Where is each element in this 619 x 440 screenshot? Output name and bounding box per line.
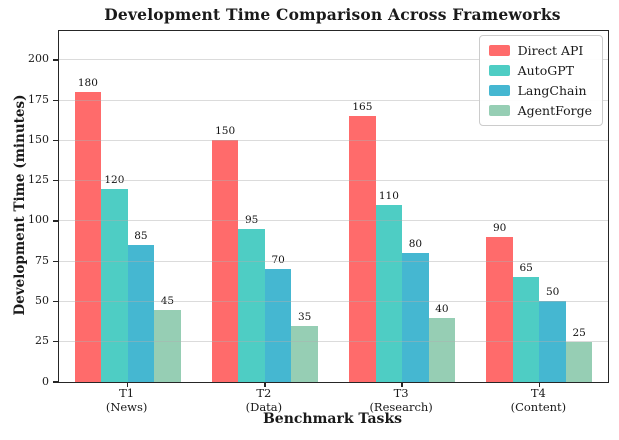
gridline — [59, 220, 608, 222]
legend-swatch-icon — [488, 45, 510, 56]
gridline — [59, 180, 608, 182]
bar-direct-api-t3 — [349, 116, 376, 382]
x-tick-mark — [538, 382, 541, 387]
bar-agentforge-t4 — [565, 341, 593, 382]
x-tick-label-line1: T1 — [119, 386, 135, 400]
x-tick-label-t2: T2 (Data) — [194, 386, 334, 415]
y-tick-label: 0 — [42, 374, 49, 388]
y-tick-mark — [52, 139, 58, 142]
y-tick-label: 125 — [28, 173, 49, 187]
legend-item-agentforge: AgentForge — [488, 103, 592, 118]
legend-item-langchain: LangChain — [488, 83, 592, 98]
gridline — [59, 139, 608, 141]
bar-direct-api-t2 — [211, 140, 239, 382]
bar-value-label: 35 — [297, 310, 312, 323]
bar-direct-api-t4 — [486, 237, 513, 382]
x-tick-label-line2: (News) — [105, 400, 148, 415]
bar-value-label: 90 — [492, 222, 507, 235]
y-tick-mark — [52, 99, 58, 101]
bar-agentforge-t2 — [291, 325, 318, 382]
bar-autogpt-t2 — [238, 229, 265, 382]
legend-item-autogpt: AutoGPT — [488, 63, 592, 78]
bar-langchain-t3 — [402, 253, 429, 382]
bar-direct-api-t1 — [74, 92, 102, 382]
bar-value-label: 50 — [545, 286, 560, 299]
bar-agentforge-t1 — [154, 309, 181, 382]
bar-langchain-t1 — [127, 245, 155, 382]
legend-label: LangChain — [517, 83, 587, 98]
bar-langchain-t4 — [539, 301, 566, 382]
bar-value-label: 120 — [104, 173, 125, 186]
bar-agentforge-t3 — [428, 317, 456, 382]
bar-value-label: 110 — [378, 189, 399, 202]
y-tick-mark — [52, 59, 58, 61]
y-tick-mark — [52, 220, 58, 222]
bar-value-label: 95 — [244, 214, 259, 227]
legend-item-direct-api: Direct API — [488, 43, 592, 58]
bar-value-label: 165 — [352, 101, 373, 114]
bar-value-label: 180 — [77, 77, 98, 90]
legend-label: Direct API — [517, 43, 584, 58]
y-tick-mark — [52, 381, 58, 383]
bar-value-label: 25 — [572, 326, 586, 339]
x-tick-mark — [126, 382, 129, 387]
x-tick-label-line1: T2 — [256, 386, 272, 400]
y-tick-label: 75 — [35, 253, 49, 267]
x-tick-label-line2: (Research) — [369, 400, 433, 415]
x-tick-mark — [401, 382, 403, 387]
y-tick-mark — [52, 180, 58, 182]
plot-area: 180 120 85 45 150 95 70 35 165 110 80 40 90 65 50 25 Dir… — [52, 30, 609, 387]
legend-label: AutoGPT — [517, 63, 574, 78]
y-axis-label: Development Time (minutes) — [12, 94, 28, 316]
y-tick-mark — [52, 260, 58, 262]
x-tick-label-t4: T4 (Content) — [468, 386, 608, 415]
bar-langchain-t2 — [264, 269, 292, 382]
legend-swatch-icon — [488, 85, 510, 96]
y-tick-label: 175 — [28, 92, 49, 106]
y-tick-label: 200 — [28, 52, 49, 66]
y-tick-label: 150 — [28, 132, 49, 146]
bar-value-label: 150 — [215, 125, 236, 138]
x-axis-label: Benchmark Tasks — [262, 411, 403, 427]
bar-value-label: 40 — [435, 302, 449, 315]
x-tick-label-line2: (Content) — [510, 400, 567, 415]
x-tick-label-line2: (Data) — [245, 400, 283, 415]
legend: Direct API AutoGPT LangChain AgentForge — [478, 35, 603, 126]
legend-swatch-icon — [488, 65, 510, 76]
x-tick-label-t3: T3 (Research) — [331, 386, 471, 415]
y-tick-label: 25 — [35, 334, 49, 348]
bar-value-label: 80 — [408, 238, 423, 251]
x-tick-label-line1: T3 — [393, 386, 409, 400]
bar-value-label: 70 — [271, 254, 285, 267]
legend-swatch-icon — [488, 105, 510, 116]
y-tick-label: 100 — [28, 213, 49, 227]
x-tick-label-t1: T1 (News) — [57, 386, 197, 415]
y-tick-mark — [52, 341, 58, 343]
bar-autogpt-t4 — [512, 277, 540, 382]
y-tick-label: 50 — [35, 293, 49, 307]
bar-value-label: 65 — [519, 262, 533, 275]
x-tick-label-line1: T4 — [530, 386, 546, 400]
bar-autogpt-t3 — [375, 204, 403, 382]
bar-value-label: 85 — [134, 230, 148, 243]
bar-value-label: 45 — [160, 294, 175, 307]
y-tick-mark — [52, 300, 58, 303]
bar-autogpt-t1 — [101, 188, 128, 382]
legend-label: AgentForge — [517, 103, 592, 118]
chart-title: Development Time Comparison Across Frame… — [104, 5, 561, 24]
x-tick-mark — [264, 382, 266, 387]
